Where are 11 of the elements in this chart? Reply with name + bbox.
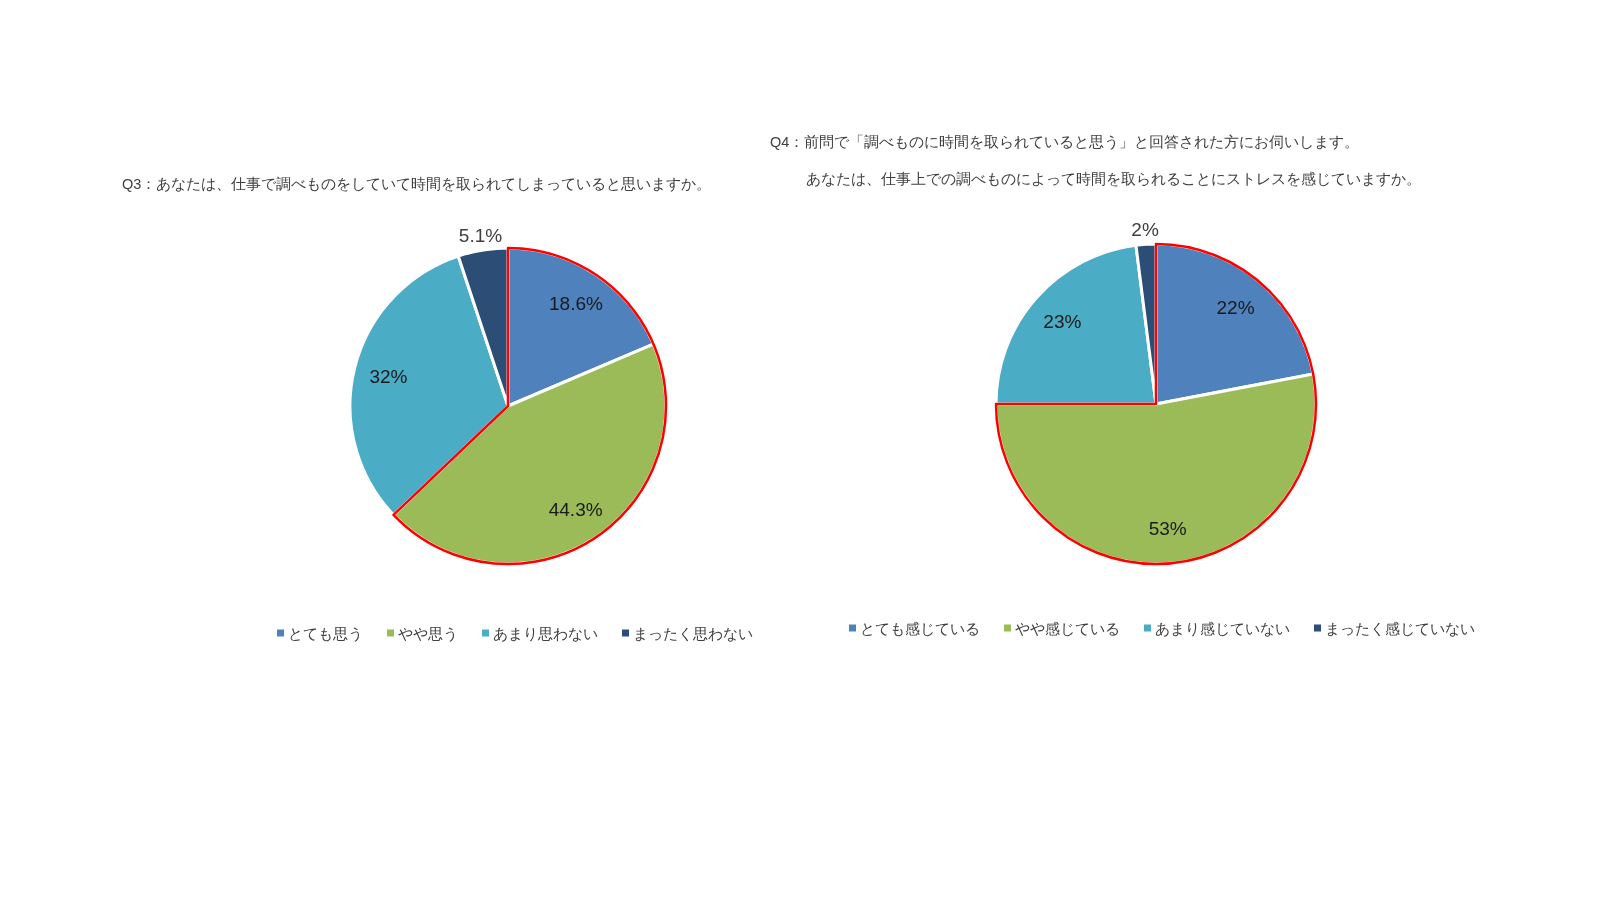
legend-label: あまり感じていない (1155, 619, 1290, 637)
title: Q3：あなたは、仕事で調べものをしていて時間を取られてしまっていると思いますか。 (122, 176, 712, 192)
legend-label: まったく感じていない (1325, 619, 1475, 637)
legend-label: やや感じている (1015, 619, 1120, 637)
title: Q4：前問で「調べものに時間を取られていると思う」と回答された方にお伺いします。 (770, 134, 1360, 150)
legend-label: まったく思わない (633, 624, 753, 642)
legend-label: やや思う (398, 624, 458, 642)
legend-label: あまり思わない (493, 624, 598, 642)
legend-label: とても感じている (860, 619, 980, 637)
legend-label: とても思う (288, 624, 363, 642)
subtitle: あなたは、仕事上での調べものによって時間を取られることにストレスを感じていますか。 (806, 171, 1421, 187)
